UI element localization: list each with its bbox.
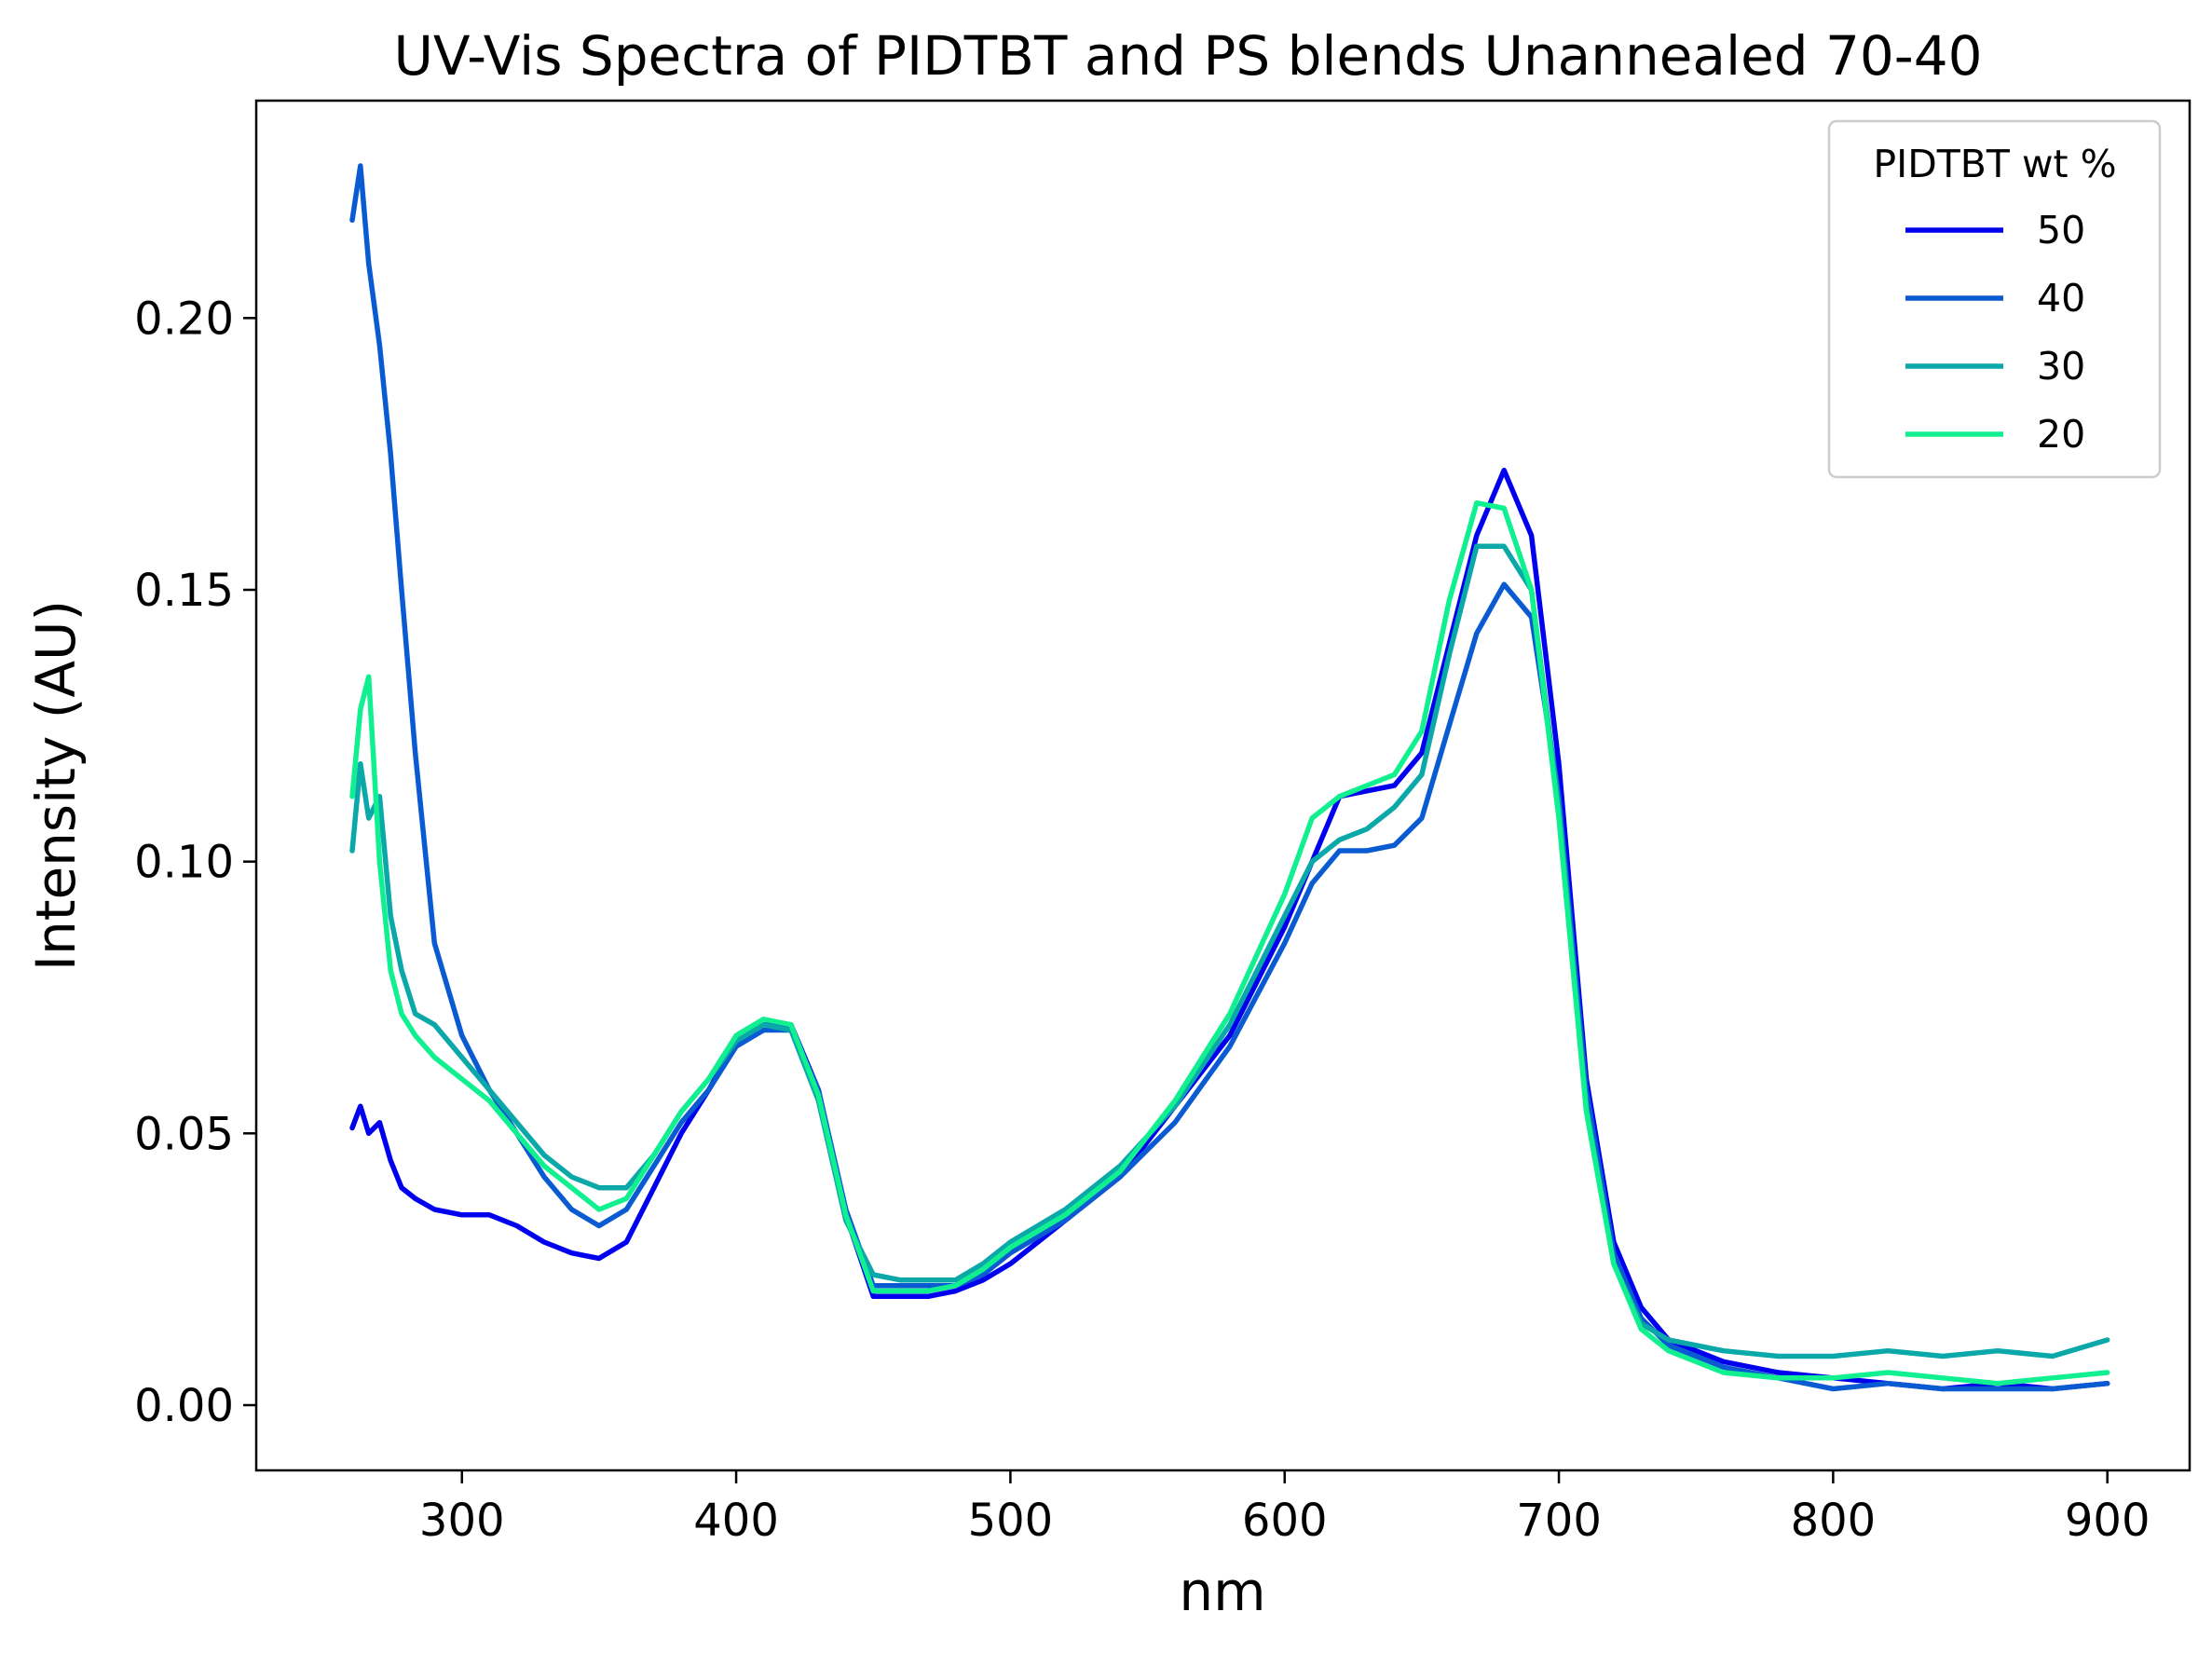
x-tick-label: 600 (1242, 1495, 1328, 1547)
legend: PIDTBT wt % 50 40 30 20 (1827, 119, 2162, 479)
series-line-30 (349, 543, 2110, 1359)
x-tick-label: 900 (2065, 1495, 2151, 1547)
x-tick-label: 800 (1791, 1495, 1877, 1547)
plot-frame (254, 99, 2192, 1472)
legend-label-50: 50 (2037, 208, 2085, 253)
legend-title: PIDTBT wt % (1873, 142, 2116, 186)
legend-label-40: 40 (2037, 276, 2085, 321)
y-tick-label: 0.20 (134, 293, 234, 345)
y-axis-label: Intensity (AU) (24, 600, 88, 971)
y-axis-ticks: 0.00 0.05 0.10 0.15 0.20 (134, 293, 256, 1432)
y-tick-label: 0.05 (134, 1108, 234, 1160)
y-tick-label: 0.15 (134, 565, 234, 617)
series-line-20 (349, 499, 2110, 1387)
series-group (349, 163, 2110, 1392)
series-line-50 (349, 467, 2110, 1392)
legend-label-30: 30 (2037, 344, 2085, 389)
legend-label-20: 20 (2037, 412, 2085, 457)
x-axis-ticks: 300 400 500 600 700 800 900 (419, 1470, 2151, 1547)
x-axis-label: nm (1179, 1560, 1265, 1623)
legend-items: 50 40 30 20 (1905, 208, 2085, 457)
x-tick-label: 300 (419, 1495, 505, 1547)
x-tick-label: 400 (693, 1495, 779, 1547)
y-tick-label: 0.00 (134, 1380, 234, 1432)
x-tick-label: 500 (968, 1495, 1054, 1547)
x-tick-label: 700 (1516, 1495, 1602, 1547)
y-tick-label: 0.10 (134, 837, 234, 889)
chart-title: UV-Vis Spectra of PIDTBT and PS blends U… (393, 24, 1982, 88)
